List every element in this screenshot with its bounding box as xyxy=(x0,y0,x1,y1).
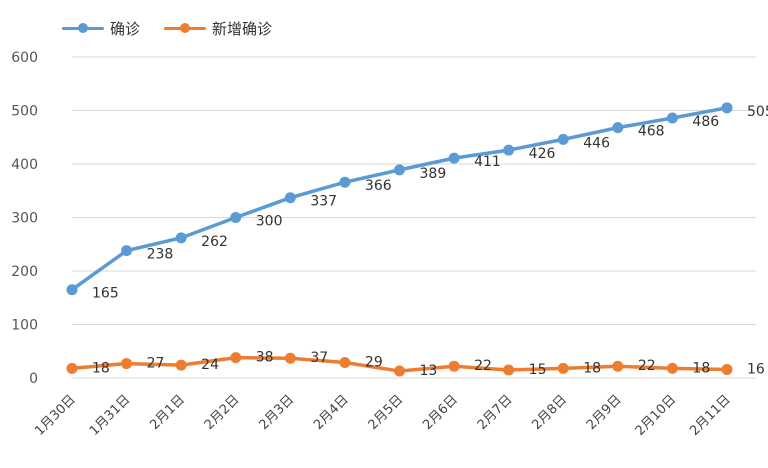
data-label: 37 xyxy=(310,350,328,366)
data-label: 165 xyxy=(92,286,119,302)
series-confirmed: 165 238 262 300 337 366 389 411 426 446 468 486 505 xyxy=(66,102,768,302)
legend: 确诊 新增确诊 xyxy=(62,18,272,39)
x-tick-label: 2月10日 xyxy=(633,392,680,439)
data-point xyxy=(666,362,678,374)
x-tick-label: 2月3日 xyxy=(256,392,297,433)
data-label: 486 xyxy=(692,114,719,130)
data-point xyxy=(175,359,187,371)
data-point xyxy=(721,363,733,375)
x-tick-label: 1月30日 xyxy=(32,392,79,439)
data-label: 426 xyxy=(529,146,556,162)
gridlines xyxy=(72,56,756,379)
data-label: 29 xyxy=(365,354,383,370)
legend-item-confirmed: 确诊 xyxy=(62,18,140,39)
data-point xyxy=(339,356,351,368)
legend-swatch-new-confirmed xyxy=(164,23,207,33)
x-tick-label: 1月31日 xyxy=(87,392,134,439)
data-label: 18 xyxy=(92,360,110,376)
data-label: 300 xyxy=(256,214,283,230)
y-tick-label: 0 xyxy=(29,371,38,387)
x-tick-label: 2月11日 xyxy=(687,392,734,439)
data-point xyxy=(612,360,624,372)
data-point xyxy=(66,284,78,296)
x-tick-label: 2月5日 xyxy=(366,392,407,433)
x-tick-label: 2月1日 xyxy=(147,392,188,433)
data-label: 505 xyxy=(747,104,768,120)
data-point xyxy=(121,245,133,257)
x-axis-ticks: 1月30日 1月31日 2月1日 2月2日 2月3日 2月4日 2月5日 2月6日 2月7日 2月… xyxy=(32,392,734,439)
data-point xyxy=(721,102,733,114)
data-label: 389 xyxy=(420,166,447,182)
x-tick-label: 2月7日 xyxy=(475,392,516,433)
x-tick-label: 2月9日 xyxy=(584,392,625,433)
legend-swatch-confirmed xyxy=(62,23,104,33)
y-tick-label: 500 xyxy=(11,104,38,120)
data-label: 16 xyxy=(747,361,765,377)
y-tick-label: 600 xyxy=(11,50,38,66)
data-point xyxy=(557,362,569,374)
y-tick-label: 200 xyxy=(11,264,38,280)
data-point xyxy=(66,362,78,374)
data-label: 468 xyxy=(638,124,665,140)
data-point xyxy=(339,176,351,188)
data-label: 18 xyxy=(583,360,601,376)
data-label: 22 xyxy=(638,358,656,374)
y-axis-ticks: 0 100 200 300 400 500 600 xyxy=(11,50,38,387)
x-tick-label: 2月8日 xyxy=(529,392,570,433)
data-point xyxy=(448,360,460,372)
data-point xyxy=(394,365,405,377)
data-label: 38 xyxy=(256,350,274,366)
data-label: 18 xyxy=(692,360,710,376)
data-label: 411 xyxy=(474,154,501,170)
data-label: 15 xyxy=(529,362,547,378)
data-point xyxy=(503,144,515,156)
y-tick-label: 100 xyxy=(11,318,38,334)
y-tick-label: 400 xyxy=(11,157,38,173)
legend-label-confirmed: 确诊 xyxy=(110,20,141,38)
data-point xyxy=(666,112,678,124)
data-label: 24 xyxy=(201,357,219,373)
series-new-confirmed: 18 27 24 38 37 29 13 22 15 18 22 18 16 xyxy=(66,350,765,379)
data-label: 262 xyxy=(201,234,228,250)
data-label: 366 xyxy=(365,178,392,194)
data-point xyxy=(448,152,460,164)
data-label: 238 xyxy=(147,247,174,263)
data-point xyxy=(557,133,569,145)
data-point xyxy=(612,122,624,134)
data-point xyxy=(503,364,515,376)
y-tick-label: 300 xyxy=(11,211,38,227)
data-label: 13 xyxy=(420,363,438,379)
data-label: 22 xyxy=(474,358,492,374)
data-point xyxy=(230,352,242,364)
data-label: 337 xyxy=(310,194,337,210)
data-label: 27 xyxy=(147,356,165,372)
data-point xyxy=(284,192,296,204)
x-tick-label: 2月2日 xyxy=(202,392,243,433)
data-point xyxy=(121,358,133,370)
data-point xyxy=(230,212,242,223)
legend-label-new-confirmed: 新增确诊 xyxy=(212,20,273,38)
x-tick-label: 2月6日 xyxy=(420,392,461,433)
data-point xyxy=(394,164,405,176)
data-point xyxy=(175,232,187,244)
legend-item-new-confirmed: 新增确诊 xyxy=(164,18,272,39)
x-tick-label: 2月4日 xyxy=(311,392,352,433)
data-label: 446 xyxy=(583,135,610,151)
data-point xyxy=(284,352,296,364)
